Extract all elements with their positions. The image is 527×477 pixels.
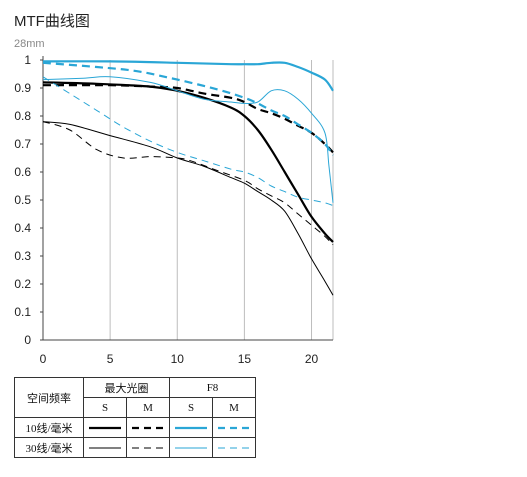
x-tick-label: 0 xyxy=(40,352,47,366)
legend-swatch-f8-s-10 xyxy=(169,417,213,438)
y-tick-label: 0.2 xyxy=(14,277,31,291)
y-tick-label: 0 xyxy=(24,333,31,347)
legend-table: 空间频率 最大光圈 F8 S M S M 10线/毫米 30线/毫米 xyxy=(14,377,256,458)
y-tick-label: 0.8 xyxy=(14,109,31,123)
legend-sub-m-f8: M xyxy=(212,397,256,418)
y-tick-label: 0.5 xyxy=(14,193,31,207)
legend-row-30: 30线/毫米 xyxy=(14,437,84,458)
legend-swatch-max-s-30 xyxy=(83,437,127,458)
legend-group-f8: F8 xyxy=(169,377,256,398)
y-tick-label: 1 xyxy=(24,53,31,67)
legend-sub-m-max: M xyxy=(126,397,170,418)
legend-corner-label: 空间频率 xyxy=(14,377,84,418)
series-line-4 xyxy=(42,61,334,156)
legend-group-max-aperture: 最大光圈 xyxy=(83,377,170,398)
y-tick-label: 0.1 xyxy=(14,305,31,319)
legend-swatch-max-m-10 xyxy=(126,417,170,438)
y-tick-label: 0.3 xyxy=(14,249,31,263)
y-tick-label: 0.4 xyxy=(14,221,31,235)
legend-sub-s-max: S xyxy=(83,397,127,418)
x-tick-label: 15 xyxy=(238,352,252,366)
series-line-3 xyxy=(42,60,334,92)
legend-swatch-max-m-30 xyxy=(126,437,170,458)
legend-sub-s-f8: S xyxy=(169,397,213,418)
y-tick-label: 0.7 xyxy=(14,137,31,151)
y-tick-label: 0.9 xyxy=(14,81,31,95)
series-line-6 xyxy=(42,121,334,246)
legend-swatch-max-s-10 xyxy=(83,417,127,438)
series-line-7 xyxy=(42,76,334,203)
x-tick-label: 5 xyxy=(107,352,114,366)
x-tick-label: 20 xyxy=(305,352,319,366)
x-tick-label: 10 xyxy=(171,352,185,366)
mtf-chart: 00.10.20.30.40.50.60.70.80.910 5 10 15 20 xyxy=(14,53,334,366)
chart-subtitle: 28mm xyxy=(14,38,45,50)
series-line-5 xyxy=(42,121,334,296)
series-line-8 xyxy=(42,76,334,207)
legend-row-10: 10线/毫米 xyxy=(14,417,84,438)
chart-title: MTF曲线图 xyxy=(14,13,90,30)
legend-swatch-f8-m-30 xyxy=(212,437,256,458)
legend-swatch-f8-s-30 xyxy=(169,437,213,458)
legend-swatch-f8-m-10 xyxy=(212,417,256,438)
y-tick-label: 0.6 xyxy=(14,165,31,179)
